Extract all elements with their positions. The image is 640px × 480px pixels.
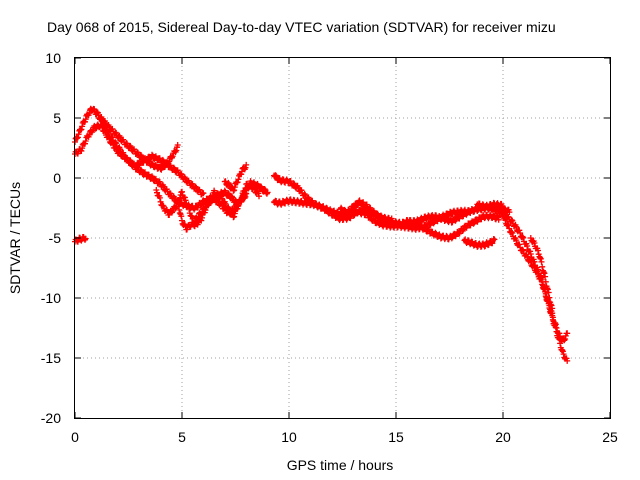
x-tick-label: 15	[388, 429, 404, 445]
series-arc-j	[337, 197, 395, 225]
series-arc-f	[174, 178, 271, 233]
x-tick-label: 5	[178, 429, 186, 445]
y-tick-label: 10	[45, 50, 61, 66]
y-tick-label: 5	[53, 110, 61, 126]
x-tick-label: 0	[71, 429, 79, 445]
y-tick-label: -15	[41, 350, 61, 366]
y-tick-label: 0	[53, 170, 61, 186]
y-tick-label: -5	[49, 230, 62, 246]
series-arc-o	[527, 235, 556, 312]
series-arc-g	[221, 161, 250, 194]
series-arc-i	[271, 196, 513, 233]
series-arc-n	[500, 213, 571, 364]
x-tick-labels: 0 5 10 15 20 25	[71, 429, 618, 445]
series-arc-l	[461, 236, 498, 250]
axis-ticks	[74, 57, 611, 419]
x-tick-label: 10	[281, 429, 297, 445]
data-marks	[72, 105, 571, 364]
grid-lines	[75, 58, 610, 418]
series-arc-k	[403, 211, 502, 243]
series-marks	[403, 211, 502, 243]
series-marks	[527, 235, 556, 312]
chart-title: Day 068 of 2015, Sidereal Day-to-day VTE…	[47, 19, 556, 35]
x-tick-label: 25	[602, 429, 618, 445]
series-marks	[174, 178, 271, 233]
y-tick-label: -10	[41, 290, 61, 306]
x-axis-title: GPS time / hours	[287, 457, 394, 473]
y-axis-title: SDTVAR / TECUs	[7, 182, 23, 294]
y-tick-label: -20	[41, 410, 61, 426]
series-marks	[461, 236, 498, 250]
series-marks	[500, 213, 571, 364]
series-marks	[271, 196, 513, 233]
y-tick-labels: -20 -15 -10 -5 0 5 10	[41, 50, 61, 426]
plot-frame	[74, 57, 611, 419]
series-marks	[221, 161, 250, 194]
series-arc-m	[474, 200, 571, 344]
series-marks	[337, 197, 395, 225]
series-marks	[474, 200, 571, 344]
x-tick-label: 20	[495, 429, 511, 445]
